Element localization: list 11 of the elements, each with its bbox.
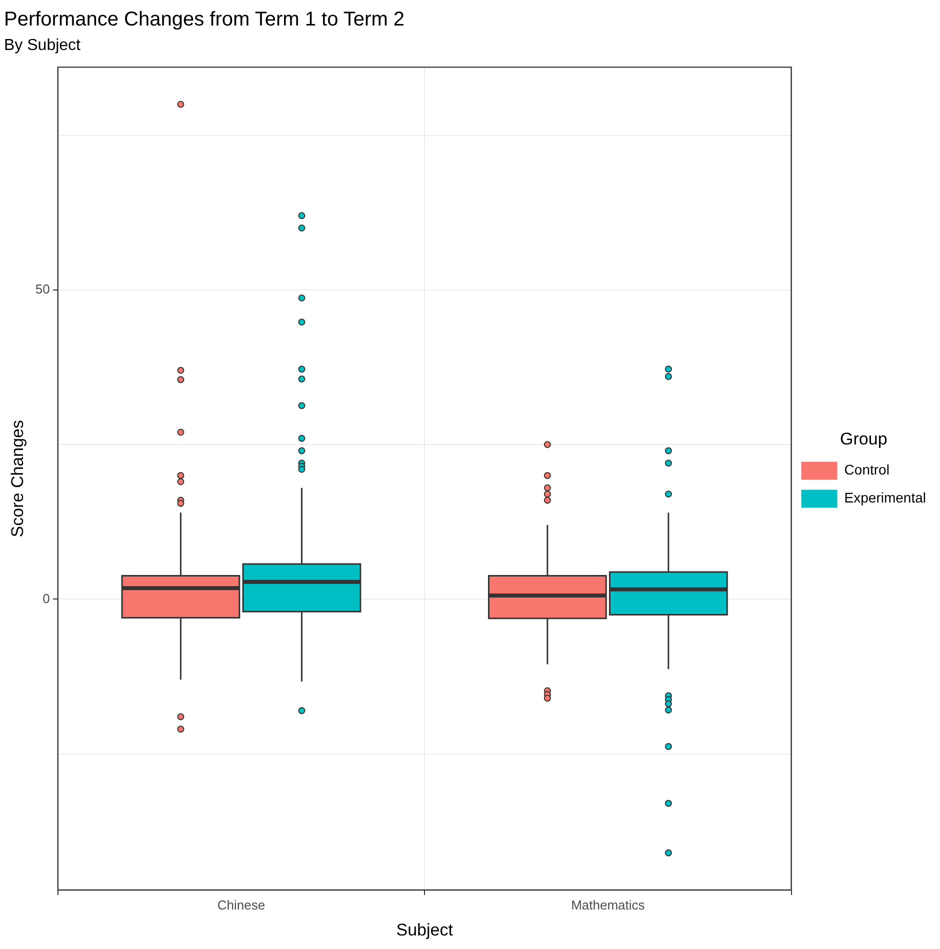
legend-title: Group xyxy=(840,429,888,448)
y-tick-label: 50 xyxy=(35,281,50,296)
chart-title: Performance Changes from Term 1 to Term 2 xyxy=(4,8,405,31)
x-axis-title: Subject xyxy=(396,920,454,940)
legend-label: Experimental xyxy=(844,490,926,506)
legend-label: Control xyxy=(844,462,890,478)
y-tick-label: 0 xyxy=(42,590,50,606)
x-tick-label: Chinese xyxy=(217,897,266,912)
x-tick-label: Mathematics xyxy=(571,897,646,912)
chart-subtitle: By Subject xyxy=(4,37,82,54)
y-axis-title: Score Changes xyxy=(8,420,27,538)
